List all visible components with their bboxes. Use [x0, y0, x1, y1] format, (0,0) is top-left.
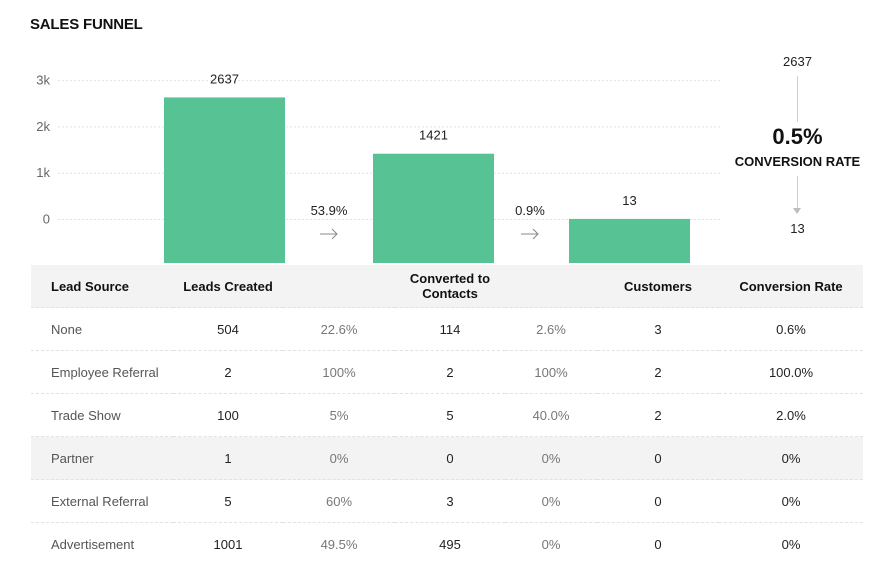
summary-top-value: 2637: [783, 54, 812, 69]
bar: [164, 97, 285, 264]
bar: [569, 218, 690, 263]
cell-conversion-rate: 100.0%: [719, 350, 863, 394]
cell-leads-pct: 49.5%: [283, 522, 395, 565]
header-lead-source[interactable]: Lead Source: [31, 265, 173, 308]
cell-leads-created: 504: [173, 307, 283, 351]
table-row[interactable]: Trade Show 100 5% 5 40.0% 2 2.0%: [31, 393, 863, 437]
conversion-summary: 2637 0.5% CONVERSION RATE 13: [725, 54, 870, 239]
summary-bottom-value: 13: [790, 221, 805, 236]
summary-conversion-rate: 0.5%: [772, 124, 823, 149]
cell-converted: 3: [395, 479, 505, 523]
step-rate-label: 0.9%: [515, 203, 545, 218]
cell-leads-created: 5: [173, 479, 283, 523]
header-customers[interactable]: Customers: [597, 265, 719, 308]
header-leads-pct: [283, 265, 395, 308]
cell-conversion-rate: 0%: [719, 479, 863, 523]
cell-leads-pct: 0%: [283, 436, 395, 480]
cell-converted: 5: [395, 393, 505, 437]
cell-customers: 0: [597, 522, 719, 565]
table-row[interactable]: Partner 1 0% 0 0% 0 0%: [31, 436, 863, 480]
cell-leads-pct: 60%: [283, 479, 395, 523]
cell-conversion-rate: 0%: [719, 436, 863, 480]
cell-conversion-rate: 0%: [719, 522, 863, 565]
bar-value-label: 1421: [419, 128, 448, 143]
table-row[interactable]: Advertisement 1001 49.5% 495 0% 0 0%: [31, 522, 863, 565]
bar-value-label: 13: [622, 193, 636, 208]
summary-line-bottom: [797, 176, 798, 210]
cell-converted: 2: [395, 350, 505, 394]
arrow-right-icon: [521, 228, 539, 240]
summary-arrow-icon: [793, 208, 801, 214]
cell-customers: 0: [597, 479, 719, 523]
cell-lead-source: None: [31, 307, 173, 351]
cell-converted: 114: [395, 307, 505, 351]
lead-source-table: Lead Source Leads Created Converted to C…: [31, 265, 863, 565]
y-tick-label: 2k: [36, 119, 50, 134]
cell-leads-pct: 22.6%: [283, 307, 395, 351]
bar-value-label: 2637: [210, 71, 239, 86]
cell-leads-created: 2: [173, 350, 283, 394]
bar: [373, 153, 494, 263]
cell-lead-source: Advertisement: [31, 522, 173, 565]
cell-lead-source: Employee Referral: [31, 350, 173, 394]
table-row[interactable]: Employee Referral 2 100% 2 100% 2 100.0%: [31, 350, 863, 394]
cell-customers: 2: [597, 350, 719, 394]
table-row[interactable]: External Referral 5 60% 3 0% 0 0%: [31, 479, 863, 523]
header-leads-created[interactable]: Leads Created: [173, 265, 283, 308]
summary-conversion-label: CONVERSION RATE: [734, 154, 861, 169]
chart-title: SALES FUNNEL: [30, 16, 143, 33]
cell-lead-source: Partner: [31, 436, 173, 480]
y-tick-label: 0: [43, 212, 50, 227]
cell-customers: 0: [597, 436, 719, 480]
table-row[interactable]: None 504 22.6% 114 2.6% 3 0.6%: [31, 307, 863, 351]
cell-lead-source: External Referral: [31, 479, 173, 523]
cell-leads-created: 1001: [173, 522, 283, 565]
cell-customers: 3: [597, 307, 719, 351]
cell-conversion-rate: 2.0%: [719, 393, 863, 437]
funnel-chart: 0 1k 2k 3k 2637 1421 13 53.9% 0.9%: [36, 71, 720, 264]
arrow-right-icon: [320, 228, 338, 240]
header-conversion-rate[interactable]: Conversion Rate: [719, 265, 863, 308]
cell-lead-source: Trade Show: [31, 393, 173, 437]
cell-leads-created: 100: [173, 393, 283, 437]
cell-converted-pct: 0%: [505, 436, 597, 480]
header-converted-contacts[interactable]: Converted to Contacts: [395, 265, 505, 308]
cell-conversion-rate: 0.6%: [719, 307, 863, 351]
step-rate-label: 53.9%: [311, 203, 348, 218]
cell-converted: 495: [395, 522, 505, 565]
cell-leads-pct: 5%: [283, 393, 395, 437]
cell-converted-pct: 0%: [505, 522, 597, 565]
cell-converted-pct: 2.6%: [505, 307, 597, 351]
cell-customers: 2: [597, 393, 719, 437]
cell-converted-pct: 40.0%: [505, 393, 597, 437]
summary-line-top: [797, 76, 798, 122]
header-contacts-pct: [505, 265, 597, 308]
cell-converted-pct: 0%: [505, 479, 597, 523]
y-tick-label: 3k: [36, 73, 50, 88]
y-tick-label: 1k: [36, 165, 50, 180]
cell-leads-pct: 100%: [283, 350, 395, 394]
cell-leads-created: 1: [173, 436, 283, 480]
cell-converted: 0: [395, 436, 505, 480]
table-header-row: Lead Source Leads Created Converted to C…: [31, 265, 863, 308]
cell-converted-pct: 100%: [505, 350, 597, 394]
